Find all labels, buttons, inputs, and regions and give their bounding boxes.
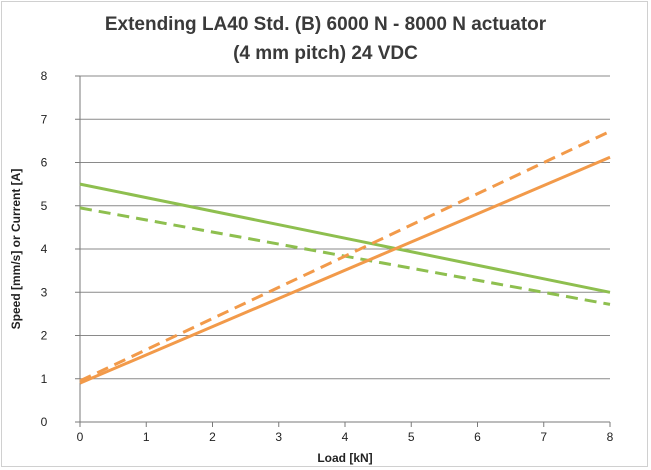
series-lines [79, 130, 611, 385]
x-tick-label-8: 8 [607, 430, 614, 444]
x-tick-label-3: 3 [275, 430, 282, 444]
chart-title-line-1: Extending LA40 Std. (B) 6000 N - 8000 N … [104, 14, 547, 35]
y-tick-label-2: 2 [41, 329, 48, 343]
x-tick-label-5: 5 [408, 430, 415, 444]
y-tick-label-1: 1 [41, 372, 48, 386]
x-tick-label-2: 2 [209, 430, 216, 444]
y-tick-label-4: 4 [41, 242, 48, 256]
y-axis-label: Speed [mm/s] or Current [A] [9, 169, 23, 330]
x-tick-label-1: 1 [143, 430, 150, 444]
series-line-1 [79, 182, 611, 294]
axes [75, 75, 611, 427]
y-tick-label-0: 0 [41, 415, 48, 429]
y-tick-label-5: 5 [41, 199, 48, 213]
grid-lines [80, 75, 610, 380]
x-tick-label-6: 6 [474, 430, 481, 444]
x-tick-label-7: 7 [540, 430, 547, 444]
x-tick-labels: 0 1 2 3 4 5 6 7 8 [77, 430, 614, 444]
x-axis-label: Load [kN] [317, 451, 372, 465]
y-tick-label-7: 7 [41, 112, 48, 126]
series-line-4 [79, 130, 611, 383]
x-tick-label-0: 0 [77, 430, 84, 444]
y-tick-labels: 0 1 2 3 4 5 6 7 8 [41, 69, 48, 429]
series-line-3 [79, 155, 611, 385]
y-tick-label-3: 3 [41, 285, 48, 299]
x-tick-label-4: 4 [342, 430, 349, 444]
y-tick-label-8: 8 [41, 69, 48, 83]
chart-title-line-2: (4 mm pitch) 24 VDC [233, 43, 418, 64]
y-tick-label-6: 6 [41, 156, 48, 170]
